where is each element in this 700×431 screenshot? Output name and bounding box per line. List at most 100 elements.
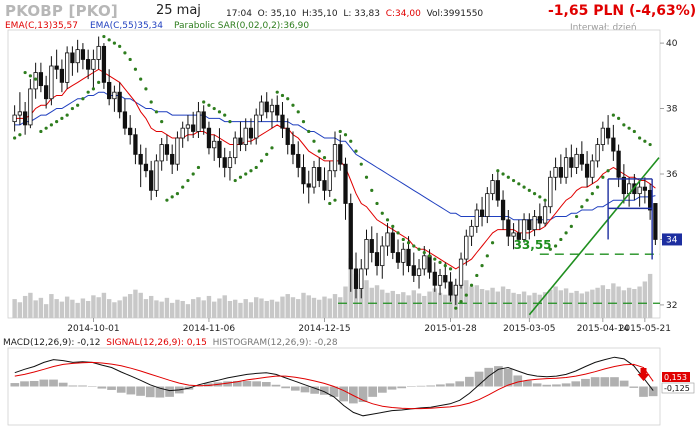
volume-bar (301, 292, 306, 318)
x-tick-label: 2014-12-15 (298, 324, 350, 334)
candle-body (600, 127, 605, 145)
volume-bar (464, 280, 469, 318)
candle-body (175, 137, 180, 165)
candle-body (301, 167, 306, 185)
sar-dot (385, 218, 390, 222)
volume-bar (17, 302, 23, 318)
sar-dot (611, 113, 615, 117)
volume-bar (521, 291, 527, 318)
quote-high: H:35,10 (302, 9, 338, 19)
candle-body (448, 281, 453, 296)
candle-body (206, 127, 212, 149)
candle (243, 118, 248, 152)
legend-sar: Parabolic SAR(0,02,0,2):36,90 (174, 21, 310, 31)
histogram-bar (561, 383, 571, 387)
candle (647, 183, 653, 220)
volume-bar (28, 292, 33, 318)
candle (65, 46, 70, 89)
histogram-bar (49, 379, 58, 387)
candle (374, 232, 380, 276)
candle (621, 164, 626, 204)
quote-close: C:34,00 (385, 9, 421, 19)
candle-body (532, 216, 537, 231)
candle-body (65, 52, 70, 83)
candle-body (128, 127, 133, 136)
candle-body (322, 180, 327, 191)
sar-dot (338, 129, 342, 134)
candle-body (112, 91, 117, 100)
histogram-bar (571, 381, 581, 387)
candle (542, 200, 548, 227)
sar-dot (401, 237, 405, 242)
histogram-bar (619, 380, 629, 387)
sar-dot (638, 136, 642, 140)
volume-bar (190, 299, 196, 318)
sar-dot (91, 87, 96, 91)
candle (17, 92, 23, 125)
candle (516, 219, 521, 246)
candle-body (332, 144, 338, 172)
quote-volume: Vol:3991550 (426, 9, 484, 19)
candle (290, 131, 296, 165)
sar-dot (548, 247, 552, 251)
volume-bar (217, 298, 222, 318)
candle (605, 115, 611, 145)
volume-bar (390, 290, 395, 318)
volume-bar (443, 294, 448, 318)
signal-label-box (662, 372, 690, 382)
candle-body (311, 167, 317, 188)
sar-dot (574, 214, 579, 219)
candle (269, 98, 275, 129)
volume-bar (175, 299, 180, 318)
volume-bar (12, 299, 17, 318)
volume-bars (12, 258, 653, 318)
volume-bar (22, 295, 28, 318)
sar-dot (333, 198, 337, 202)
histogram-bar (223, 381, 232, 387)
x-tick-label: 2015-05-21 (619, 324, 671, 334)
sar-dot (412, 244, 416, 248)
candle-body (91, 59, 96, 70)
candle (54, 49, 59, 80)
sar-dot (375, 201, 379, 206)
candle (432, 262, 437, 292)
candle-body (374, 252, 380, 267)
candle-body (243, 127, 248, 145)
sar-dot (81, 97, 85, 101)
candle-body (432, 271, 437, 286)
candle-body (584, 163, 590, 178)
candle (411, 252, 416, 282)
candle-body (464, 235, 469, 260)
candle-body (401, 248, 406, 263)
candle-body (122, 111, 128, 129)
candle-body (595, 144, 600, 162)
candle-body (22, 111, 28, 126)
candle-body (33, 72, 38, 90)
candle-body (133, 134, 138, 155)
candle (527, 213, 532, 240)
candle (563, 147, 569, 184)
candle (86, 49, 91, 80)
volume-bar (117, 300, 122, 318)
candle-body (521, 219, 527, 240)
sar-dot (86, 90, 90, 94)
candle-body (191, 124, 196, 132)
volume-bar (642, 281, 648, 318)
volume-bar (259, 298, 264, 318)
candle-body (579, 153, 584, 165)
candle (306, 170, 311, 204)
candle-body (390, 232, 395, 253)
volume-bar (54, 299, 59, 318)
candle (338, 134, 343, 171)
candle-body (474, 209, 479, 227)
candle (117, 82, 122, 119)
candle-body (506, 219, 511, 237)
candle-body (222, 157, 227, 168)
volume-bar (280, 296, 285, 318)
candle (227, 151, 233, 181)
candle (75, 39, 80, 73)
candle (191, 111, 196, 138)
histogram-bar (58, 382, 68, 387)
candle-body (44, 85, 49, 100)
